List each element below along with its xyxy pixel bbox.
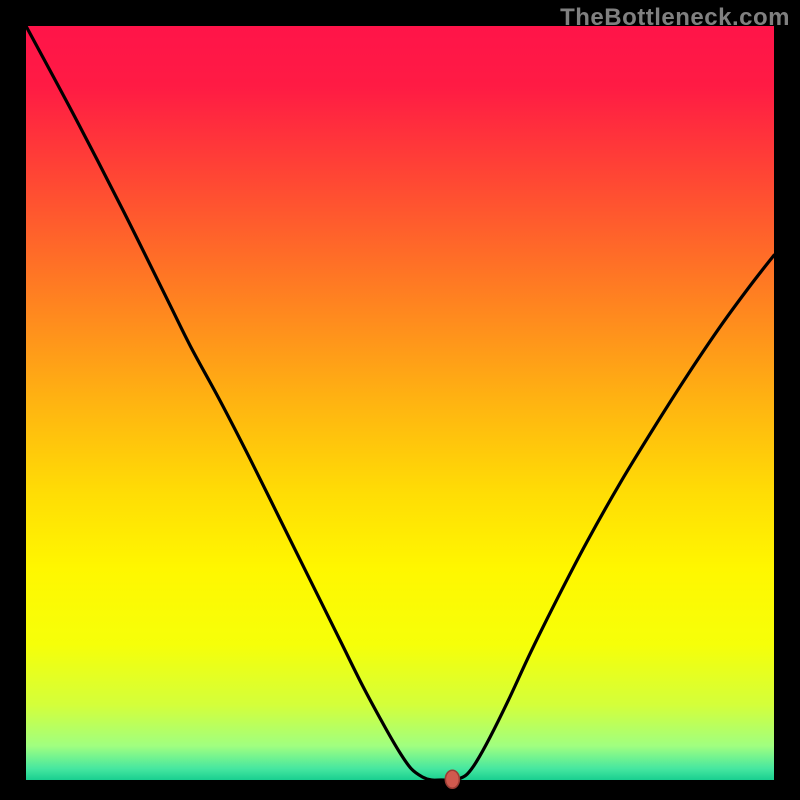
chart-stage: TheBottleneck.com [0, 0, 800, 800]
gradient-background [26, 26, 774, 780]
watermark-label: TheBottleneck.com [560, 4, 790, 32]
optimal-point-marker [445, 770, 459, 788]
bottleneck-chart [0, 0, 800, 800]
